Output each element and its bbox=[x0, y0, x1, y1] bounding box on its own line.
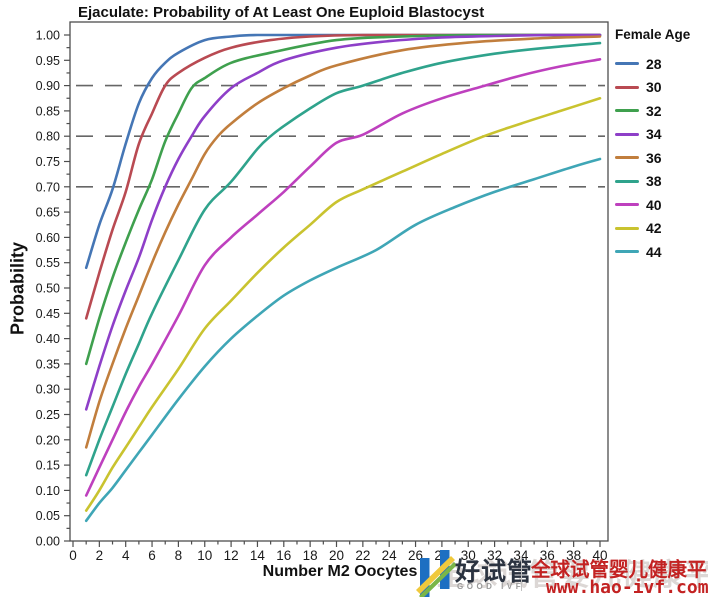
x-tick-label: 38 bbox=[566, 548, 581, 563]
y-tick-label: 0.15 bbox=[36, 459, 60, 473]
series-line-32 bbox=[84, 33, 602, 366]
legend-swatch-line-icon bbox=[615, 156, 639, 160]
x-tick-label: 8 bbox=[175, 548, 183, 563]
legend-item-28[interactable]: 28 bbox=[615, 52, 707, 76]
legend-label: 42 bbox=[646, 220, 662, 237]
legend-label: 40 bbox=[646, 196, 662, 213]
legend-swatch-line-icon bbox=[615, 226, 639, 230]
legend-swatch-line-icon bbox=[615, 179, 639, 183]
x-tick-label: 6 bbox=[148, 548, 156, 563]
y-tick-label: 0.95 bbox=[36, 54, 60, 68]
y-tick-label: 0.35 bbox=[36, 357, 60, 371]
x-tick-label: 24 bbox=[382, 548, 398, 563]
series-line-34 bbox=[84, 33, 602, 411]
legend-label: 38 bbox=[646, 173, 662, 190]
legend-label: 30 bbox=[646, 79, 662, 96]
plot-frame bbox=[69, 21, 609, 542]
legend-label: 34 bbox=[646, 126, 662, 143]
legend-item-34[interactable]: 34 bbox=[615, 123, 707, 147]
y-tick-label: 0.30 bbox=[36, 383, 60, 397]
series-line-30 bbox=[84, 33, 602, 320]
y-tick-label: 0.60 bbox=[36, 231, 60, 245]
y-tick-label: 0.45 bbox=[36, 307, 60, 321]
legend-label: 36 bbox=[646, 149, 662, 166]
watermark-tagline: 全球试管婴儿健康平台 bbox=[531, 559, 708, 581]
legend-swatch-line-icon bbox=[615, 203, 639, 207]
legend-label: 32 bbox=[646, 102, 662, 119]
x-tick-label: 2 bbox=[96, 548, 104, 563]
y-tick-label: 0.85 bbox=[36, 104, 60, 118]
x-tick-label: 36 bbox=[540, 548, 555, 563]
x-tick-label: 30 bbox=[461, 548, 476, 563]
watermark-brand-name: 好试管 bbox=[455, 558, 534, 586]
y-tick-label: 0.10 bbox=[36, 484, 60, 498]
x-tick-label: 18 bbox=[303, 548, 318, 563]
y-tick-label: 0.90 bbox=[36, 79, 60, 93]
y-tick-label: 0.70 bbox=[36, 180, 60, 194]
y-tick-label: 0.65 bbox=[36, 206, 60, 220]
legend-label: 44 bbox=[646, 243, 662, 260]
x-tick-label: 16 bbox=[276, 548, 291, 563]
legend-item-40[interactable]: 40 bbox=[615, 193, 707, 217]
legend-swatch-line-icon bbox=[615, 62, 639, 66]
y-tick-label: 0.40 bbox=[36, 332, 60, 346]
legend-item-36[interactable]: 36 bbox=[615, 146, 707, 170]
x-tick-label: 22 bbox=[355, 548, 370, 563]
legend-swatch-line-icon bbox=[615, 250, 639, 254]
x-tick-label: 40 bbox=[592, 548, 607, 563]
chart-title: Ejaculate: Probability of At Least One E… bbox=[78, 4, 485, 21]
legend-item-30[interactable]: 30 bbox=[615, 76, 707, 100]
x-tick-label: 14 bbox=[250, 548, 266, 563]
legend-swatch-line-icon bbox=[615, 109, 639, 113]
y-tick-label: 0.05 bbox=[36, 509, 60, 523]
series-line-36 bbox=[84, 35, 602, 449]
legend-item-38[interactable]: 38 bbox=[615, 170, 707, 194]
y-tick-label: 0.80 bbox=[36, 130, 60, 144]
legend-item-42[interactable]: 42 bbox=[615, 217, 707, 241]
y-tick-label: 0.55 bbox=[36, 256, 60, 270]
series-line-44 bbox=[84, 157, 602, 523]
series-line-42 bbox=[84, 97, 602, 512]
y-tick-label: 0.20 bbox=[36, 433, 60, 447]
legend-swatch-line-icon bbox=[615, 132, 639, 136]
legend-label: 28 bbox=[646, 55, 662, 72]
watermark-brand-subtitle: GOOD IVF bbox=[457, 582, 525, 591]
y-tick-label: 1.00 bbox=[36, 29, 60, 43]
legend-swatch-line-icon bbox=[615, 85, 639, 89]
y-tick-label: 0.00 bbox=[36, 535, 60, 549]
x-tick-label: 20 bbox=[329, 548, 344, 563]
series-line-38 bbox=[84, 41, 602, 477]
series-line-40 bbox=[84, 58, 602, 497]
legend: Female Age 28 30 32 34 36 38 40 42 44 bbox=[615, 27, 707, 264]
legend-title: Female Age bbox=[615, 27, 691, 42]
goodivf-logo-icon bbox=[416, 550, 457, 597]
y-tick-label: 0.75 bbox=[36, 155, 60, 169]
series-line-28 bbox=[84, 33, 602, 270]
x-tick-label: 10 bbox=[197, 548, 212, 563]
y-tick-label: 0.25 bbox=[36, 408, 60, 422]
watermark-url-link[interactable]: www.hao-ivf.com bbox=[546, 577, 708, 597]
x-tick-label: 26 bbox=[408, 548, 423, 563]
x-tick-label: 0 bbox=[69, 548, 77, 563]
x-tick-label: 4 bbox=[122, 548, 130, 563]
x-tick-label: 32 bbox=[487, 548, 502, 563]
y-axis-title: Probability bbox=[7, 242, 28, 336]
watermark-divider bbox=[521, 556, 522, 591]
y-tick-label: 0.50 bbox=[36, 282, 60, 296]
x-axis-title: Number M2 Oocytes bbox=[262, 563, 418, 580]
x-tick-label: 34 bbox=[513, 548, 529, 563]
x-tick-label: 12 bbox=[224, 548, 239, 563]
legend-item-44[interactable]: 44 bbox=[615, 240, 707, 264]
legend-item-32[interactable]: 32 bbox=[615, 99, 707, 123]
